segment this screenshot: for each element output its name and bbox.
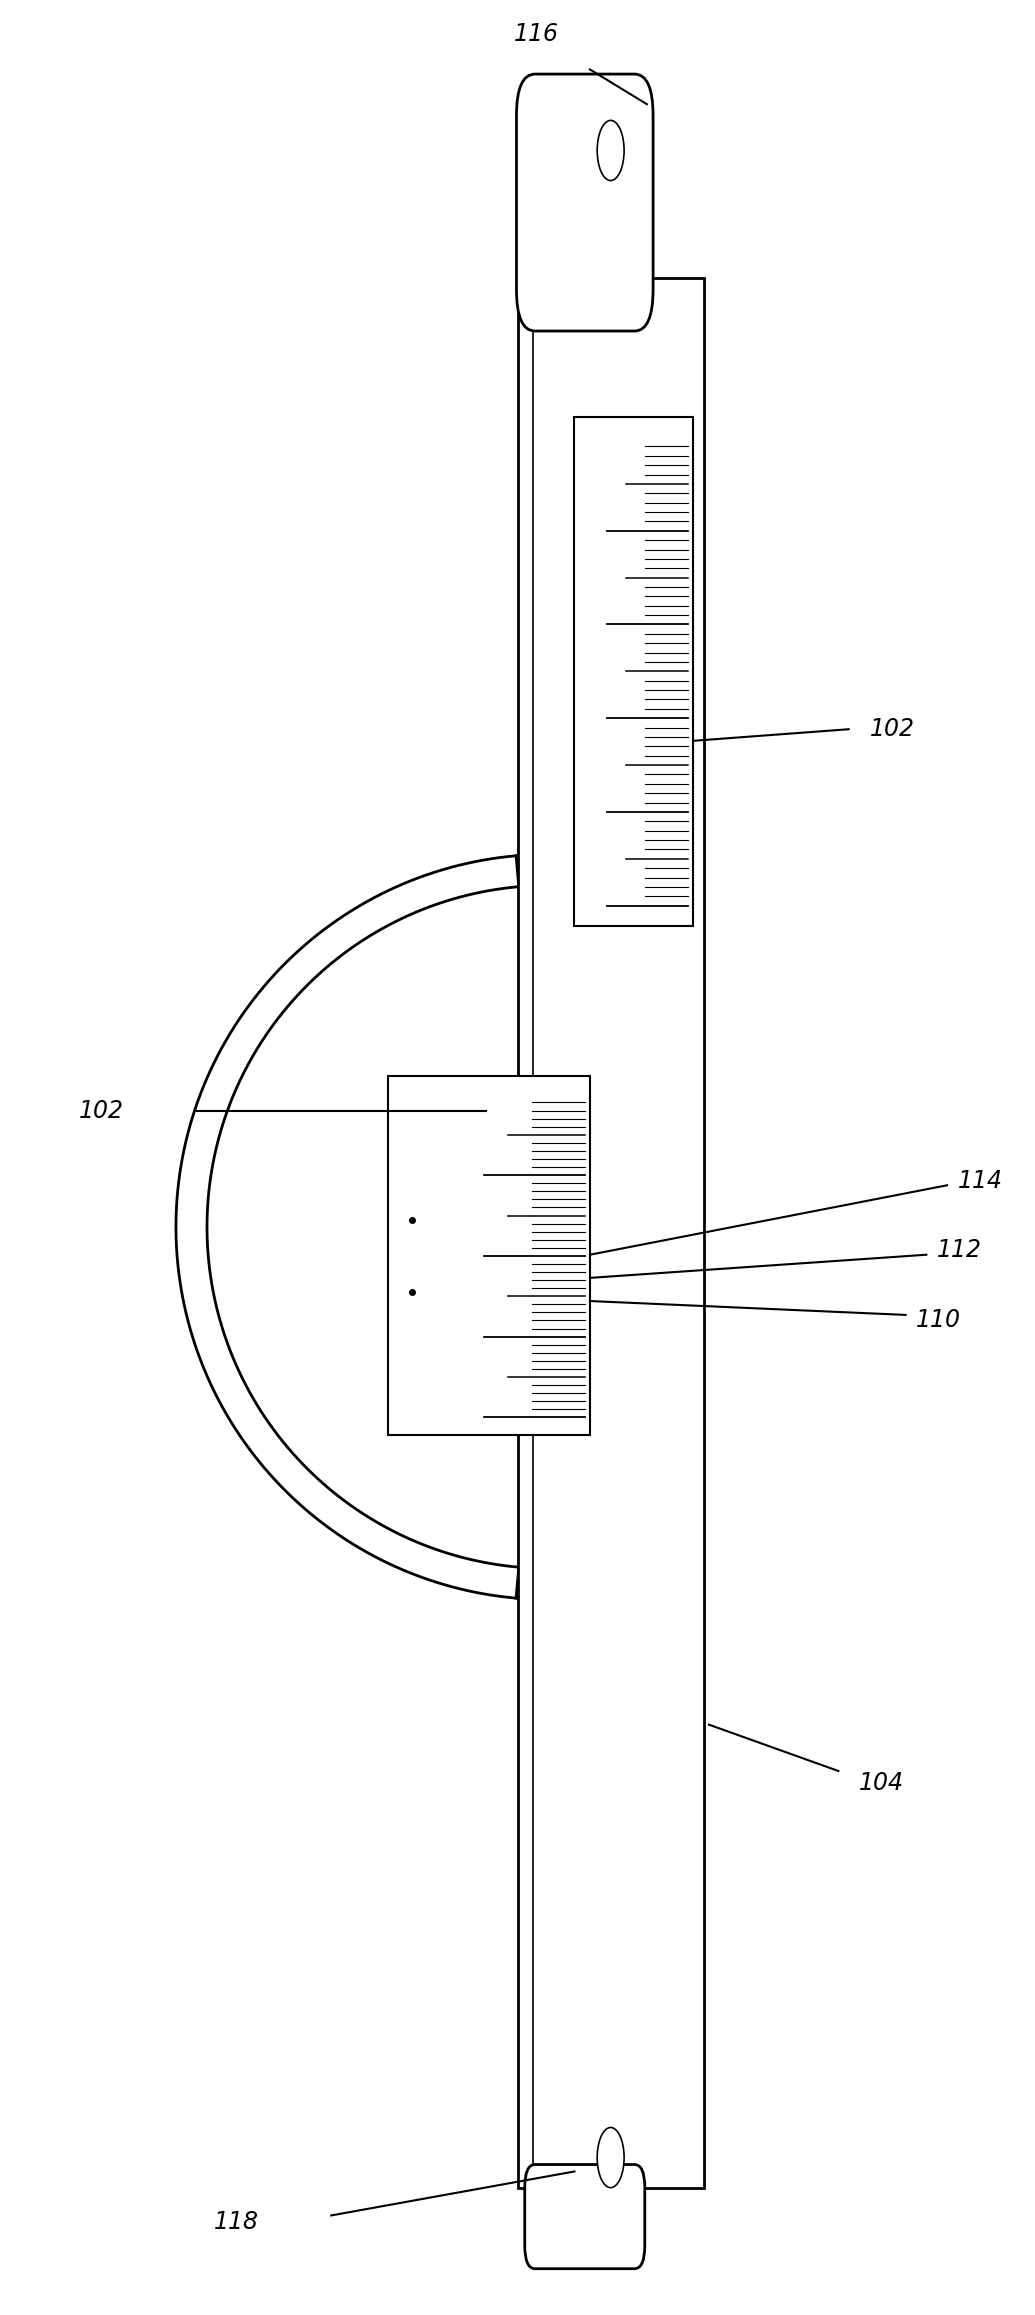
Text: 110: 110 <box>916 1308 960 1331</box>
Text: 116: 116 <box>514 23 559 46</box>
FancyBboxPatch shape <box>525 2165 645 2269</box>
Text: 118: 118 <box>214 2211 259 2234</box>
Text: 104: 104 <box>859 1771 904 1794</box>
Bar <box>574 417 693 926</box>
Bar <box>518 278 704 2188</box>
Text: 102: 102 <box>80 1100 124 1123</box>
Text: 102: 102 <box>869 718 914 741</box>
Text: 114: 114 <box>957 1169 1002 1192</box>
Text: 112: 112 <box>937 1239 981 1262</box>
Circle shape <box>597 2127 624 2188</box>
Bar <box>388 1076 590 1435</box>
Circle shape <box>597 120 624 181</box>
FancyBboxPatch shape <box>516 74 653 331</box>
